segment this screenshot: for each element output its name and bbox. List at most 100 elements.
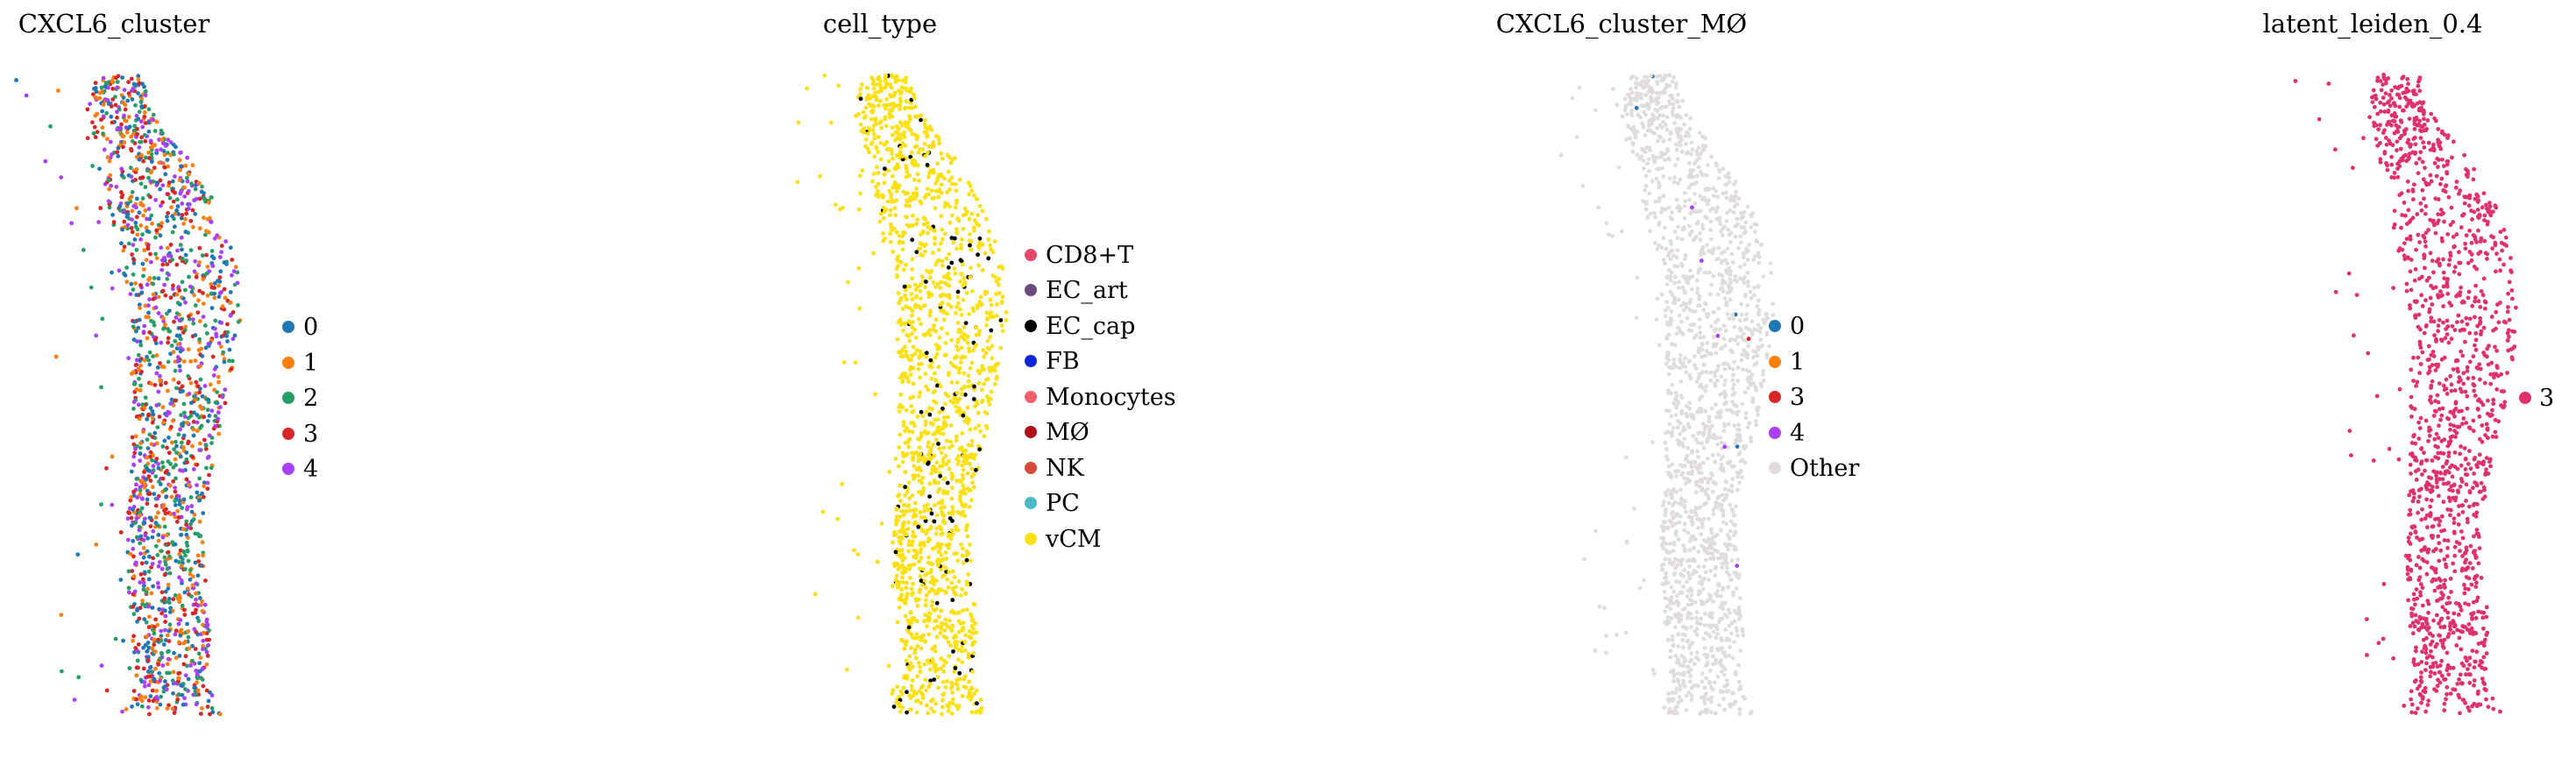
spot xyxy=(911,529,916,535)
spot xyxy=(148,664,153,669)
spot xyxy=(894,189,899,194)
spot xyxy=(910,664,915,669)
spot xyxy=(863,105,869,110)
spot xyxy=(177,654,182,658)
spot xyxy=(151,584,156,589)
spot xyxy=(898,150,903,155)
spot xyxy=(121,100,126,105)
spot xyxy=(1738,648,1743,654)
spot xyxy=(895,153,899,158)
spot xyxy=(873,392,878,397)
spot xyxy=(990,356,995,361)
spot xyxy=(961,626,966,630)
spot xyxy=(163,589,168,594)
spot xyxy=(858,96,863,102)
spot xyxy=(907,496,912,500)
spot xyxy=(904,99,909,103)
spot xyxy=(127,124,132,130)
spot xyxy=(1695,287,1700,291)
spot xyxy=(1681,443,1686,449)
spot xyxy=(48,124,53,129)
spot xyxy=(927,125,932,131)
spot xyxy=(949,712,954,716)
spot xyxy=(855,552,861,556)
spot xyxy=(1722,366,1728,372)
spot xyxy=(191,321,196,326)
spot xyxy=(195,676,200,681)
spot xyxy=(160,200,165,205)
spot xyxy=(201,277,206,281)
spot xyxy=(122,271,126,276)
spot xyxy=(176,640,181,645)
spot xyxy=(933,181,938,186)
spot xyxy=(190,317,195,322)
spot xyxy=(81,247,86,252)
spot xyxy=(1667,137,1672,142)
spot xyxy=(212,295,217,301)
spot xyxy=(1680,285,1685,290)
spot xyxy=(1721,513,1726,518)
spot xyxy=(922,244,927,249)
spot xyxy=(205,216,210,222)
spot xyxy=(899,592,905,598)
spot xyxy=(941,663,947,668)
spot xyxy=(939,552,944,557)
spot xyxy=(1709,237,1714,242)
spot xyxy=(1706,456,1710,461)
spot xyxy=(128,166,133,170)
legend-marker-cd8t xyxy=(1025,249,1037,261)
spot xyxy=(141,329,146,335)
spot xyxy=(931,588,936,593)
legend-label-1: 1 xyxy=(303,350,318,377)
legend-marker-4 xyxy=(282,463,295,475)
spot xyxy=(1660,567,1665,572)
spot xyxy=(1672,264,1678,268)
spot xyxy=(1719,507,1723,512)
spot xyxy=(143,121,148,125)
spot xyxy=(147,614,152,620)
spot xyxy=(980,268,985,273)
spot xyxy=(166,340,171,345)
spot xyxy=(900,78,905,83)
spot xyxy=(105,155,110,159)
spot xyxy=(884,82,889,88)
legend-cell-type: CD8+T EC_art EC_cap FB Monocytes MØ NK P… xyxy=(1025,242,1176,553)
spot xyxy=(1642,166,1646,171)
spot xyxy=(904,509,909,514)
spot xyxy=(191,420,196,424)
spot xyxy=(983,291,988,296)
spot xyxy=(906,444,912,450)
spot xyxy=(201,301,206,306)
spot xyxy=(108,173,112,178)
spot xyxy=(160,464,166,470)
spot xyxy=(144,590,149,595)
spot xyxy=(131,258,137,263)
spot xyxy=(1602,606,1607,611)
spot xyxy=(171,350,176,355)
spot xyxy=(175,679,181,684)
spot xyxy=(138,223,144,228)
spot xyxy=(944,660,948,665)
spot xyxy=(53,354,59,359)
spot xyxy=(147,275,153,280)
legend-marker-monocytes xyxy=(1025,391,1037,403)
spot xyxy=(218,344,224,349)
spot xyxy=(968,183,973,188)
spot xyxy=(989,389,994,394)
spot xyxy=(137,302,142,308)
spot xyxy=(900,347,905,352)
spot xyxy=(1722,486,1728,492)
spot xyxy=(1650,112,1655,117)
spot xyxy=(932,323,937,328)
spot xyxy=(125,516,131,521)
spot xyxy=(926,460,931,465)
spot xyxy=(933,188,939,194)
spot xyxy=(212,366,217,372)
spot xyxy=(145,354,149,359)
spot xyxy=(183,687,188,691)
spot xyxy=(146,468,152,473)
spot xyxy=(940,227,945,232)
spot xyxy=(174,558,179,563)
spot xyxy=(962,640,968,645)
spot xyxy=(190,583,195,588)
